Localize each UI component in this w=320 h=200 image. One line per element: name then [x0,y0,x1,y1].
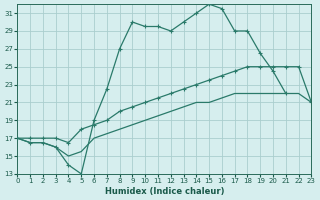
X-axis label: Humidex (Indice chaleur): Humidex (Indice chaleur) [105,187,224,196]
